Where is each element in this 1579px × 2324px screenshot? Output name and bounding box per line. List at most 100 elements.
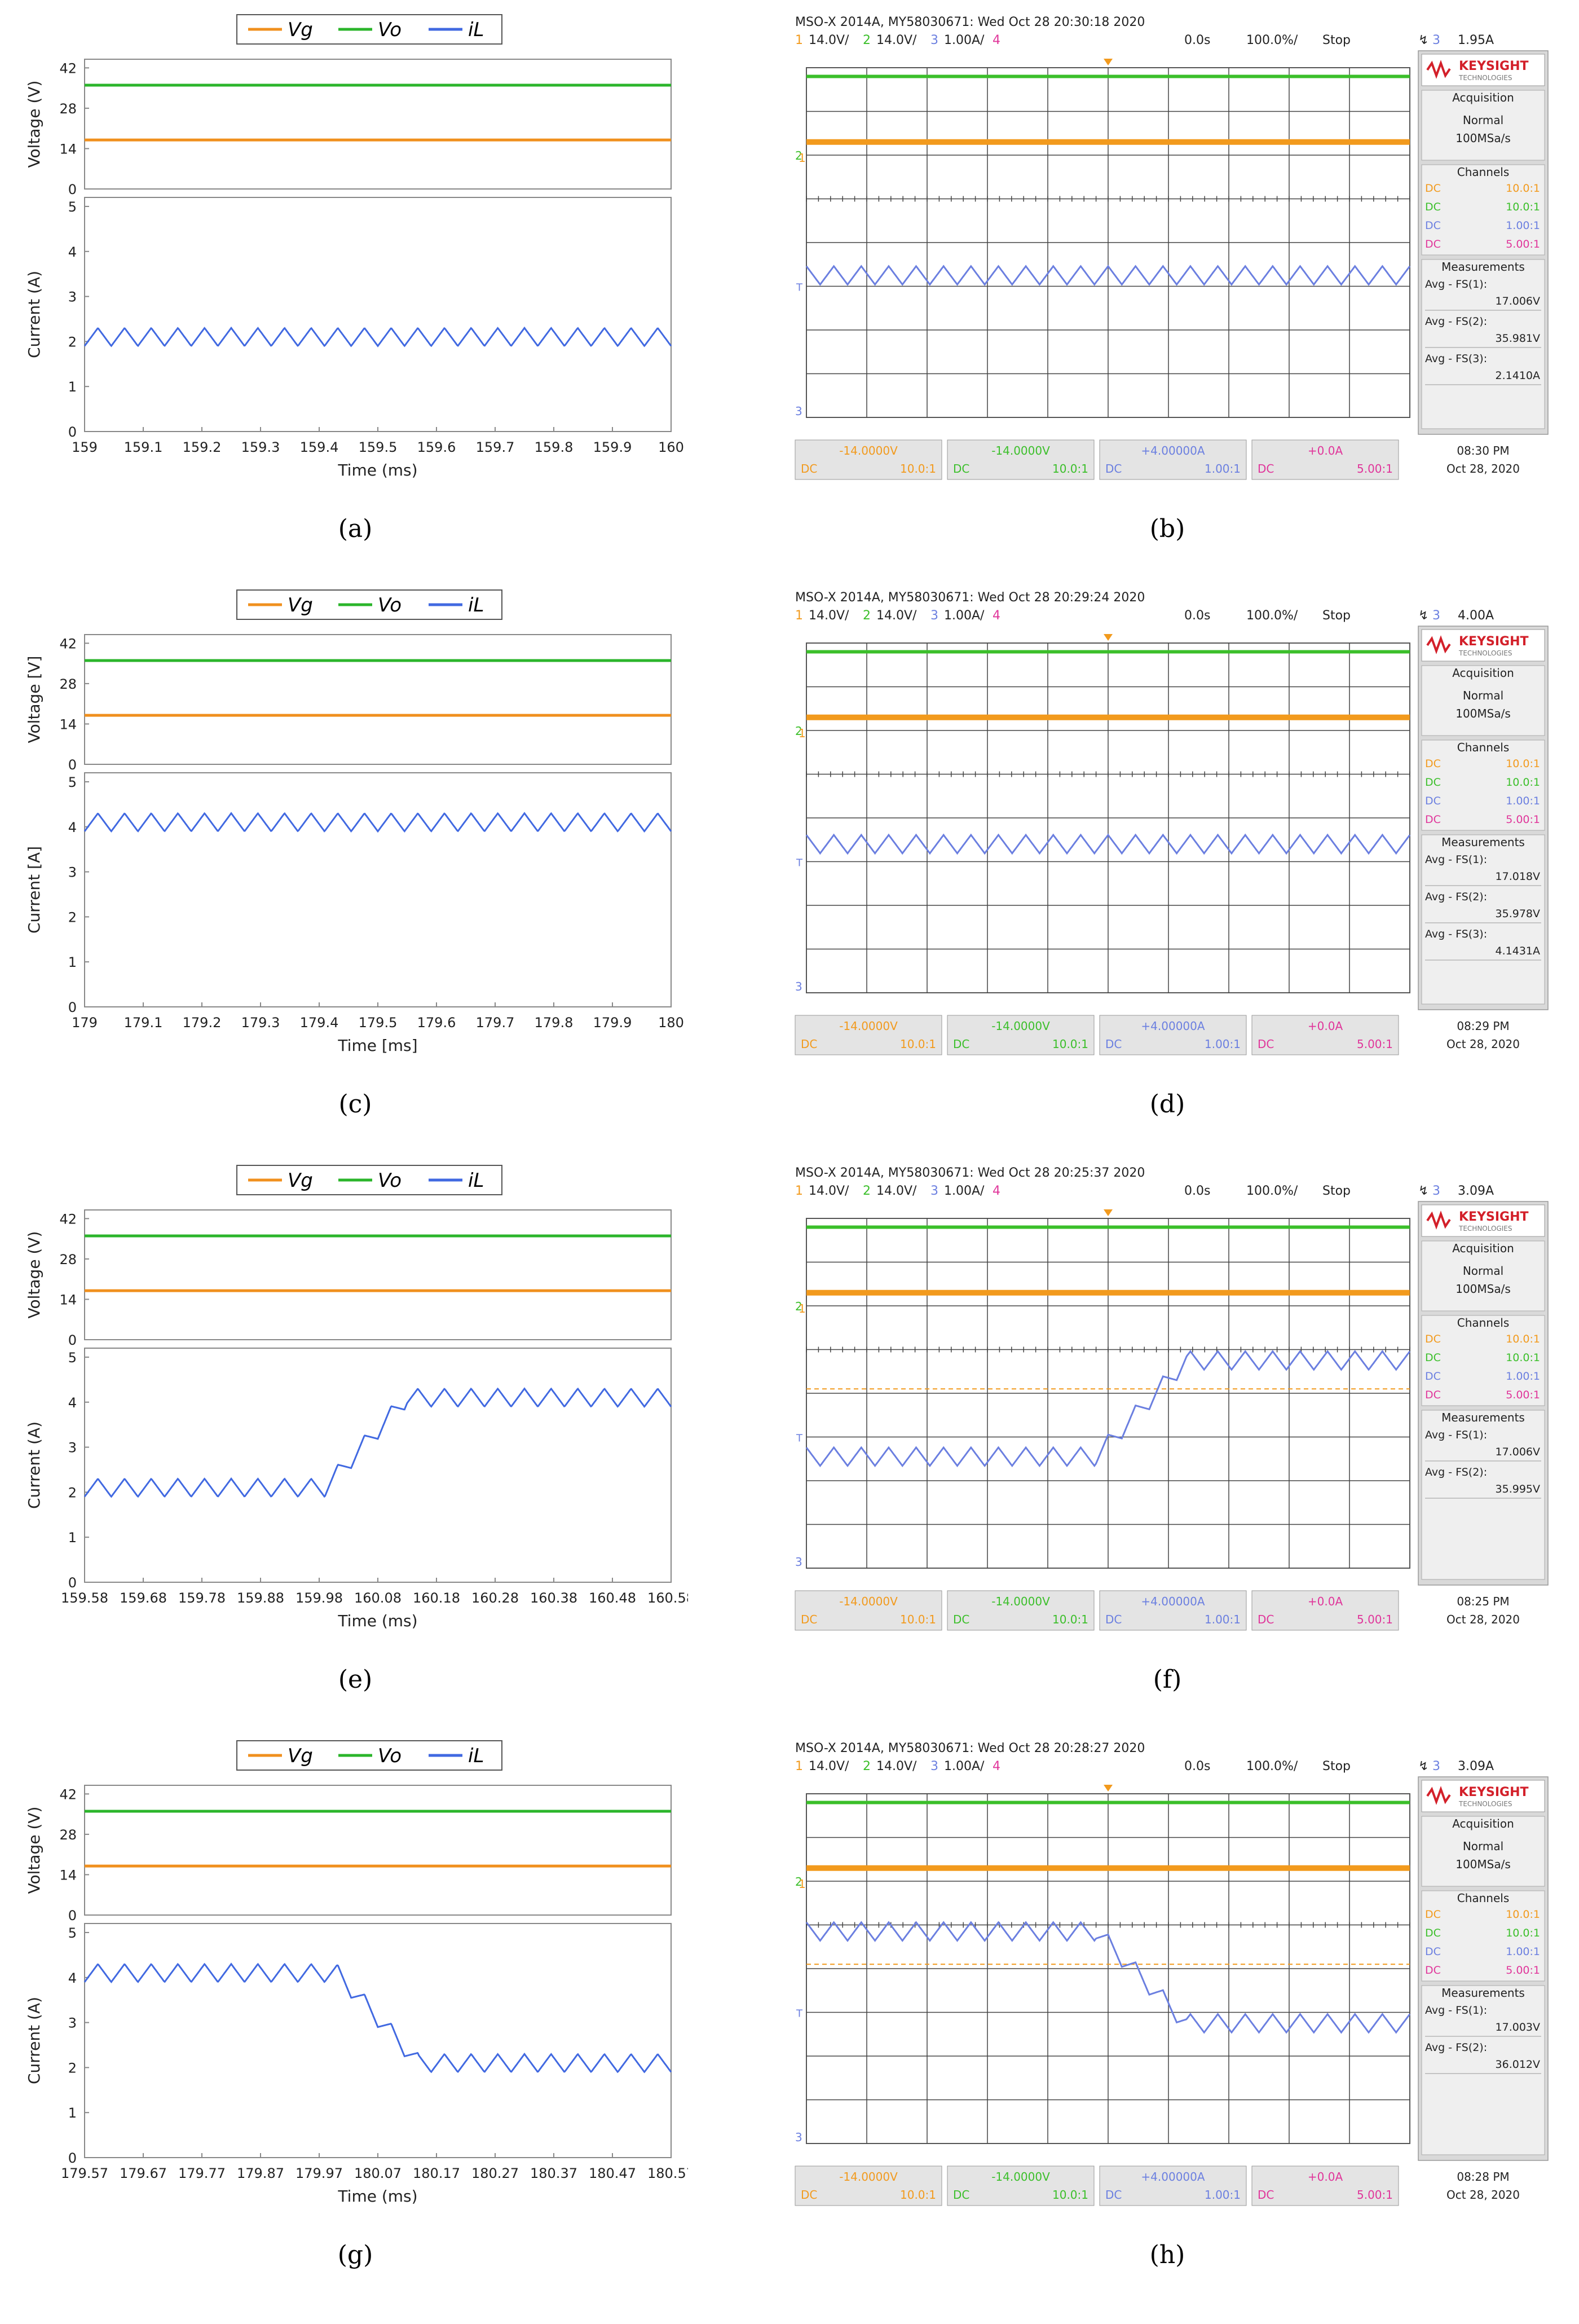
time-scale: 100.0%/	[1246, 609, 1298, 623]
x-tick-label: 180.07	[354, 2165, 402, 2181]
legend-label-vg: Vg	[288, 1745, 313, 1767]
measurements-title: Measurements	[1441, 260, 1525, 274]
voltage-axes	[84, 634, 672, 765]
channels-section	[1421, 1315, 1545, 1406]
bottom-channel-ratio: 10.0:1	[1052, 462, 1088, 476]
trigger-position-marker	[1104, 59, 1113, 65]
channels-section	[1421, 740, 1545, 831]
acquisition-section	[1421, 90, 1545, 161]
bottom-channel-offset: -14.0000V	[839, 1595, 898, 1608]
x-tick-label: 179.3	[241, 1015, 280, 1031]
channel-2-marker: 2	[795, 724, 802, 738]
voltage-tick-label: 42	[59, 60, 77, 76]
bottom-channel-offset: -14.0000V	[839, 1019, 898, 1033]
bottom-channel-box	[947, 1590, 1095, 1631]
bottom-channel-box	[795, 2165, 942, 2206]
x-tick-label: 179.87	[237, 2165, 284, 2181]
x-tick-label: 159.7	[476, 439, 515, 455]
legend-label-vg: Vg	[288, 594, 313, 617]
acquisition-rate: 100MSa/s	[1455, 1282, 1511, 1296]
measurement-label: Avg - FS(1):	[1425, 1429, 1487, 1441]
x-tick-label: 179.4	[300, 1015, 339, 1031]
bottom-channel-ratio: 10.0:1	[900, 462, 936, 476]
channel-3-marker: 3	[795, 1555, 802, 1569]
time-offset: 0.0s	[1184, 1759, 1210, 1773]
current-tick-label: 2	[68, 909, 77, 925]
channel-1-marker: 1	[799, 1877, 806, 1891]
legend-label-vo: Vo	[378, 1745, 402, 1767]
simulation-chart-g: Vg Vo iL 0 14 28 42 0 1 2 3 4 5 179.57 179.67 179.77 179…	[25, 1740, 688, 2206]
channel-number: 1	[795, 1184, 803, 1198]
x-tick-label: 159.8	[535, 439, 574, 455]
trigger-channel: 3	[1432, 33, 1440, 47]
x-axis-label: Time (ms)	[337, 1612, 417, 1630]
current-tick-label: 5	[68, 1925, 77, 1941]
channel-2-marker: 2	[795, 1300, 802, 1313]
bottom-channel-coupling: DC	[1105, 2188, 1122, 2202]
measurement-value: 17.018V	[1496, 870, 1540, 883]
measurements-title: Measurements	[1441, 1411, 1525, 1424]
scope-header: MSO-X 2014A, MY58030671: Wed Oct 28 20:3…	[795, 15, 1145, 29]
scope-header: MSO-X 2014A, MY58030671: Wed Oct 28 20:2…	[795, 591, 1145, 605]
x-tick-label: 179.67	[120, 2165, 167, 2181]
x-tick-label: 160.28	[471, 1590, 519, 1606]
simulation-chart-e: Vg Vo iL 0 14 28 42 0 1 2 3 4 5 159.58 159.68 159.78 159…	[25, 1165, 688, 1630]
il-trace	[805, 1350, 1411, 1468]
voltage-axis-label: Voltage (V)	[25, 81, 43, 168]
channel-ratio: 10.0:1	[1506, 776, 1540, 789]
trigger-position-marker	[1104, 1209, 1113, 1216]
current-axes	[84, 197, 672, 432]
channel-number: 2	[863, 33, 871, 47]
x-tick-label: 160.18	[413, 1590, 460, 1606]
channel-scale: 1.00A/	[944, 1184, 985, 1198]
current-tick-label: 5	[68, 199, 77, 215]
bottom-channel-coupling: DC	[1105, 1613, 1122, 1626]
channel-scale: 14.0V/	[876, 33, 917, 47]
x-tick-label: 180.17	[413, 2165, 460, 2181]
channel-ratio: 10.0:1	[1506, 1927, 1540, 1939]
x-tick-label: 179.57	[61, 2165, 108, 2181]
x-tick-label: 159.68	[120, 1590, 167, 1606]
bottom-channel-offset: -14.0000V	[991, 1019, 1050, 1033]
bottom-channel-box	[1251, 439, 1399, 480]
channel-ratio: 10.0:1	[1506, 1333, 1540, 1345]
brand-name: KEYSIGHT	[1459, 59, 1529, 73]
scope-grid	[806, 642, 1410, 993]
x-tick-label: 179.77	[178, 2165, 226, 2181]
channel-coupling: DC	[1425, 1908, 1441, 1921]
legend-label-vo: Vo	[378, 19, 402, 41]
x-tick-label: 180.37	[530, 2165, 577, 2181]
x-axis-label: Time (ms)	[337, 2187, 417, 2206]
legend-label-il: iL	[468, 1169, 484, 1192]
acquisition-title: Acquisition	[1452, 666, 1514, 680]
current-tick-label: 3	[68, 865, 77, 881]
il-trace	[805, 265, 1411, 286]
measurement-value: 36.012V	[1496, 2058, 1540, 2071]
acquisition-mode: Normal	[1463, 113, 1503, 127]
trigger-edge-icon: ↯	[1418, 1759, 1428, 1773]
bottom-channel-offset: -14.0000V	[991, 1595, 1050, 1608]
channel-scale: 14.0V/	[809, 33, 849, 47]
x-tick-label: 160	[658, 439, 684, 455]
bottom-channel-ratio: 10.0:1	[900, 2188, 936, 2202]
voltage-tick-label: 14	[59, 716, 77, 732]
measurement-value: 35.981V	[1496, 332, 1540, 345]
caption-d: (d)	[1149, 1090, 1185, 1119]
current-axes	[84, 1923, 672, 2158]
legend: Vg Vo iL	[236, 1165, 502, 1195]
bottom-channel-coupling: DC	[801, 1613, 817, 1626]
channel-scale: 1.00A/	[944, 609, 985, 623]
bottom-channel-box	[795, 1015, 942, 1055]
bottom-channel-box	[1251, 2165, 1399, 2206]
measurements-section	[1421, 834, 1545, 1005]
x-tick-label: 159.2	[183, 439, 222, 455]
x-tick-label: 179.8	[535, 1015, 574, 1031]
channel-coupling: DC	[1425, 813, 1441, 826]
bottom-channel-offset: -14.0000V	[991, 2170, 1050, 2184]
trigger-level: 1.95A	[1458, 33, 1494, 47]
channel-1-marker: 1	[799, 727, 806, 740]
channel-3-marker: 3	[795, 404, 802, 418]
channel-number: 1	[795, 609, 803, 623]
bottom-channel-offset: +0.0A	[1308, 444, 1343, 457]
caption-f: (f)	[1153, 1665, 1182, 1694]
